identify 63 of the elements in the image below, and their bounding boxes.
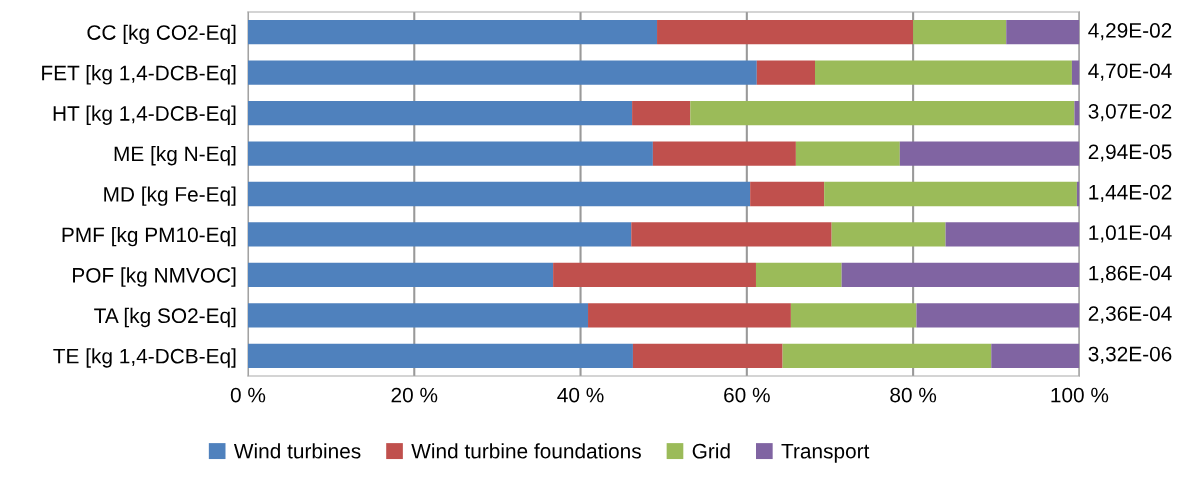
bar xyxy=(945,222,1080,247)
bar xyxy=(657,20,914,45)
total-label: 4,70E-04 xyxy=(1088,63,1172,81)
bar xyxy=(247,100,633,126)
total-label: 2,36E-04 xyxy=(1088,306,1172,324)
bar xyxy=(750,181,825,207)
y-tick-label: MD [kg Fe-Eq] xyxy=(104,186,236,206)
bar xyxy=(1006,20,1080,45)
total-label: 1,01E-04 xyxy=(1089,225,1172,243)
legend-label: Wind turbine foundations xyxy=(411,443,641,459)
legend-label: Transport xyxy=(781,443,870,463)
y-tick-label: FET [kg 1,4-DCB-Eq] xyxy=(42,65,236,85)
total-label: 3,32E-06 xyxy=(1088,346,1172,364)
bar xyxy=(913,20,1007,45)
bar xyxy=(247,181,751,207)
bar xyxy=(790,303,917,328)
bar xyxy=(795,141,900,166)
bar xyxy=(631,222,832,247)
y-tick-label: PMF [kg PM10-Eq] xyxy=(62,226,236,247)
legend-label: Wind turbines xyxy=(233,443,361,459)
total-label: 4,29E-02 xyxy=(1088,23,1172,41)
x-tick-label: 60 % xyxy=(724,387,770,403)
bar xyxy=(991,343,1080,368)
total-label: 1,86E-04 xyxy=(1089,265,1172,283)
x-tick-label: 80 % xyxy=(890,387,937,403)
x-tick-label: 0 % xyxy=(230,387,266,403)
y-tick-label: CC [kg CO2-Eq] xyxy=(87,24,236,45)
bar xyxy=(247,20,658,45)
y-tick-label: POF [kg NMVOC] xyxy=(73,267,236,287)
bar xyxy=(247,141,653,166)
y-tick-label: ME [kg N-Eq] xyxy=(114,146,236,166)
bar xyxy=(632,100,691,126)
bar xyxy=(247,303,589,328)
bar xyxy=(916,303,1080,328)
bar xyxy=(899,141,1080,166)
bar xyxy=(782,343,992,368)
total-label: 1,44E-02 xyxy=(1089,184,1172,203)
bar xyxy=(824,181,1077,207)
total-label: 2,94E-05 xyxy=(1088,144,1172,162)
bar xyxy=(247,262,554,288)
y-tick-label: TE [kg 1,4-DCB-Eq] xyxy=(53,348,236,368)
y-tick-label: TA [kg SO2-Eq] xyxy=(94,307,236,328)
bar xyxy=(841,262,1080,288)
bar xyxy=(1074,100,1080,126)
bar xyxy=(553,262,756,288)
bar xyxy=(755,262,842,288)
bar xyxy=(1071,60,1080,85)
y-tick-label: HT [kg 1,4-DCB-Eq] xyxy=(53,105,236,125)
x-tick-label: 20 % xyxy=(391,387,438,403)
x-tick-label: 100 % xyxy=(1051,387,1109,403)
bar xyxy=(588,303,791,328)
bar xyxy=(247,343,633,368)
bar xyxy=(247,222,632,247)
legend-label: Grid xyxy=(692,443,730,459)
bar xyxy=(831,222,946,247)
bar xyxy=(815,60,1072,85)
x-tick-label: 40 % xyxy=(557,387,604,403)
bar xyxy=(632,343,783,368)
bar xyxy=(756,60,816,85)
total-label: 3,07E-02 xyxy=(1088,103,1172,122)
bar xyxy=(690,100,1075,126)
bar xyxy=(652,141,796,166)
bar xyxy=(247,60,757,85)
